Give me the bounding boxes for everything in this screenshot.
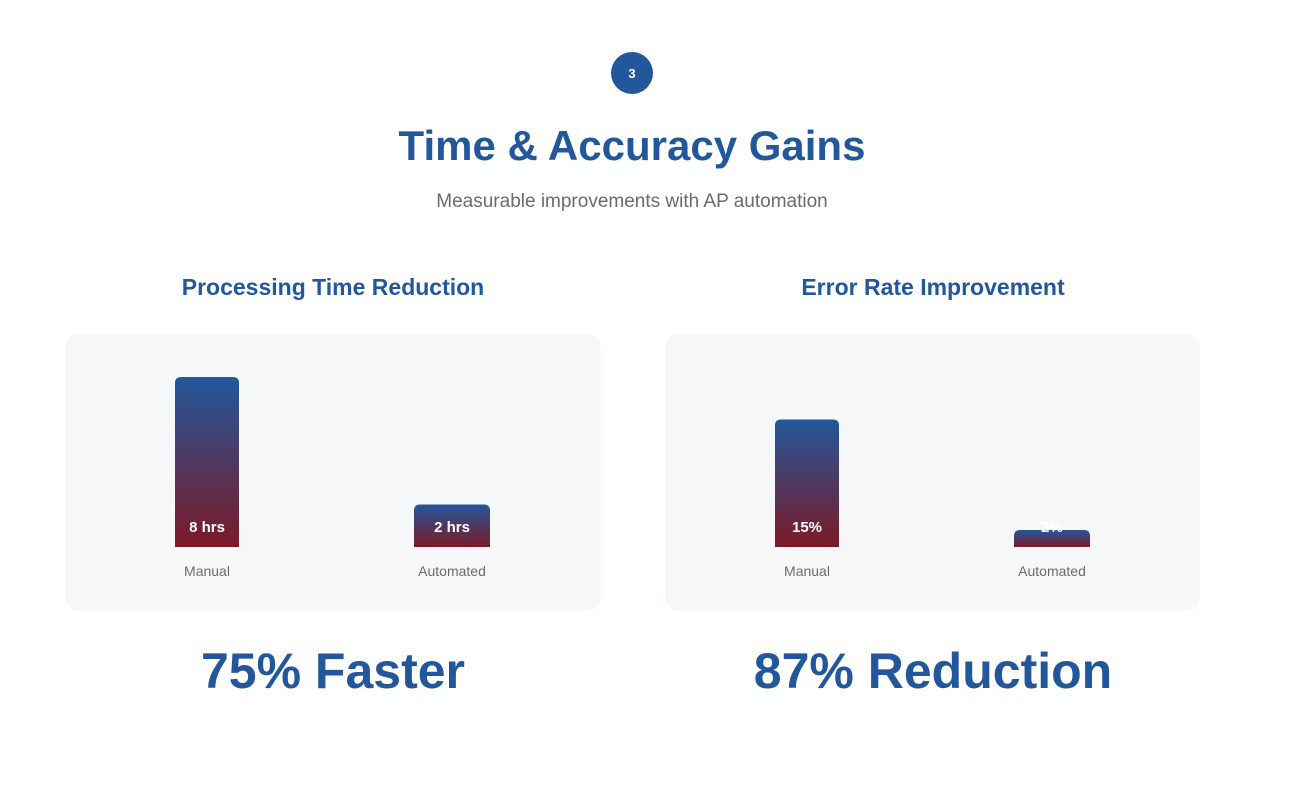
- bar-value-label-manual: 15%: [792, 519, 822, 536]
- chart-title-processing-time: Processing Time Reduction: [181, 274, 485, 300]
- result-processing-time: 75% Faster: [200, 643, 466, 699]
- processing-time-bar-chart: 8 hrs Manual 2 hrs Automated: [175, 377, 490, 579]
- bar-value-label-manual: 8 hrs: [189, 519, 225, 536]
- page-title: Time & Accuracy Gains: [398, 122, 866, 169]
- chart-title-error-rate: Error Rate Improvement: [801, 274, 1065, 300]
- category-label-manual: Manual: [184, 563, 230, 579]
- page-subtitle: Measurable improvements with AP automati…: [436, 191, 828, 212]
- chart-card-error-rate: 15% Manual 2% Automated: [665, 334, 1200, 611]
- bar-value-label-automated: 2 hrs: [434, 519, 470, 536]
- step-number-badge: 3: [611, 52, 653, 94]
- category-label-manual: Manual: [784, 563, 830, 579]
- bar-value-label-automated: 2%: [1041, 519, 1063, 536]
- category-label-automated: Automated: [1018, 563, 1086, 579]
- bar-manual: [175, 377, 239, 547]
- category-label-automated: Automated: [418, 563, 486, 579]
- result-error-rate: 87% Reduction: [753, 643, 1113, 699]
- bar-automated: [1014, 530, 1090, 547]
- bar-automated: [414, 504, 490, 547]
- error-rate-bar-chart: 15% Manual 2% Automated: [775, 419, 1090, 579]
- chart-card-processing-time: 8 hrs Manual 2 hrs Automated: [65, 334, 601, 611]
- bar-manual: [775, 419, 839, 547]
